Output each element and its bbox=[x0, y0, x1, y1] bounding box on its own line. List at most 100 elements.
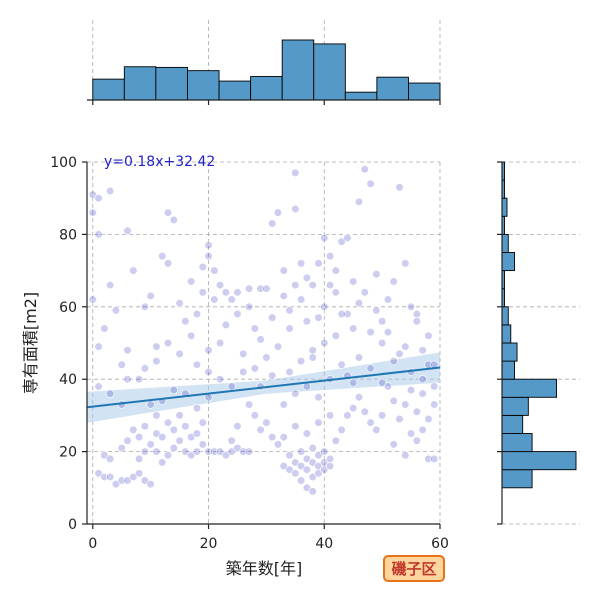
data-point bbox=[123, 436, 132, 445]
data-point bbox=[331, 288, 340, 297]
data-point bbox=[233, 443, 242, 453]
data-point bbox=[100, 472, 109, 482]
data-point bbox=[239, 367, 248, 377]
data-point bbox=[308, 280, 317, 290]
right-histogram bbox=[501, 161, 577, 489]
data-point bbox=[297, 447, 306, 456]
data-point bbox=[424, 414, 433, 424]
data-point bbox=[389, 277, 398, 286]
data-point bbox=[268, 433, 277, 442]
data-point bbox=[134, 469, 144, 478]
data-point bbox=[134, 375, 144, 384]
data-point bbox=[349, 378, 358, 387]
scatter-points bbox=[88, 165, 439, 496]
data-point bbox=[343, 309, 352, 319]
data-point bbox=[412, 317, 421, 326]
data-point bbox=[343, 411, 352, 420]
data-point bbox=[210, 266, 219, 275]
data-point bbox=[198, 418, 207, 427]
data-point bbox=[314, 461, 323, 471]
data-point bbox=[215, 447, 225, 456]
data-point bbox=[285, 367, 294, 377]
data-point bbox=[430, 454, 439, 463]
data-point bbox=[418, 389, 427, 398]
data-point bbox=[314, 259, 323, 268]
data-point bbox=[349, 324, 358, 333]
data-point bbox=[129, 266, 138, 275]
data-point bbox=[181, 447, 190, 456]
data-point bbox=[291, 280, 300, 290]
data-point bbox=[163, 338, 173, 348]
data-point bbox=[320, 338, 329, 348]
data-point bbox=[146, 400, 155, 409]
data-point bbox=[349, 277, 358, 286]
data-point bbox=[291, 389, 300, 398]
data-point bbox=[308, 458, 317, 467]
data-point bbox=[244, 447, 254, 456]
data-point bbox=[337, 360, 346, 369]
data-point bbox=[331, 266, 340, 275]
data-point bbox=[302, 317, 312, 326]
data-point bbox=[366, 364, 375, 373]
top-hist-bar bbox=[187, 70, 220, 101]
tick-labels: 0 20 40 60 0 20 40 60 80 100 bbox=[50, 155, 449, 552]
data-point bbox=[106, 454, 115, 463]
data-point bbox=[389, 396, 398, 406]
data-point bbox=[146, 291, 155, 301]
data-point bbox=[88, 295, 97, 304]
data-point bbox=[314, 451, 323, 460]
data-point bbox=[308, 487, 317, 496]
data-point bbox=[106, 472, 115, 482]
data-point bbox=[401, 451, 410, 460]
data-point bbox=[325, 454, 335, 463]
y-tick-label: 60 bbox=[59, 300, 77, 316]
data-point bbox=[106, 389, 115, 398]
data-point bbox=[430, 382, 439, 391]
data-point bbox=[204, 447, 213, 456]
data-point bbox=[273, 208, 283, 217]
data-point bbox=[129, 472, 138, 482]
data-point bbox=[152, 342, 161, 351]
data-point bbox=[314, 418, 323, 427]
data-point bbox=[256, 335, 265, 344]
data-point bbox=[129, 425, 138, 434]
data-point bbox=[192, 309, 202, 319]
data-point bbox=[152, 411, 161, 420]
data-point bbox=[412, 407, 421, 416]
data-point bbox=[100, 324, 109, 333]
x-tick-label: 20 bbox=[200, 536, 218, 552]
top-hist-bar bbox=[313, 43, 346, 101]
data-point bbox=[308, 443, 317, 453]
data-point bbox=[158, 252, 167, 261]
data-point bbox=[244, 400, 254, 409]
data-point bbox=[94, 382, 103, 391]
data-point bbox=[239, 447, 248, 456]
data-point bbox=[106, 280, 115, 290]
data-point bbox=[256, 425, 265, 434]
data-point bbox=[314, 469, 323, 478]
data-point bbox=[418, 375, 427, 384]
data-point bbox=[198, 440, 207, 449]
data-point bbox=[320, 302, 329, 311]
data-point bbox=[187, 277, 196, 286]
data-point bbox=[215, 338, 225, 348]
data-point bbox=[244, 302, 254, 311]
data-point bbox=[273, 342, 283, 351]
data-point bbox=[117, 443, 126, 453]
data-point bbox=[343, 233, 352, 243]
data-point bbox=[221, 320, 230, 330]
data-point bbox=[163, 418, 173, 427]
data-point bbox=[94, 469, 103, 478]
data-point bbox=[308, 346, 317, 355]
data-point bbox=[123, 375, 132, 384]
y-tick-label: 100 bbox=[50, 155, 77, 171]
data-point bbox=[152, 447, 161, 456]
data-point bbox=[268, 371, 277, 380]
data-point bbox=[204, 367, 213, 377]
axes bbox=[82, 99, 503, 529]
data-point bbox=[169, 385, 178, 395]
data-point bbox=[354, 299, 364, 308]
data-point bbox=[337, 237, 346, 246]
data-point bbox=[372, 306, 381, 315]
data-point bbox=[158, 433, 167, 442]
